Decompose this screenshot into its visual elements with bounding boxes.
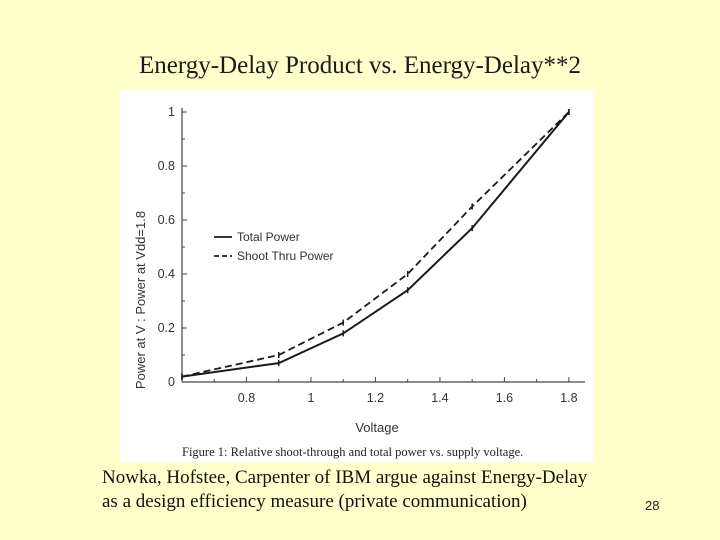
- series-layer: [181, 109, 570, 380]
- y-tick-label: 0: [168, 375, 175, 389]
- series-line-total-power: [181, 111, 570, 378]
- x-tick-label: 1.2: [367, 391, 384, 405]
- x-tick-label: 1.6: [496, 391, 513, 405]
- figure-caption: Figure 1: Relative shoot-through and tot…: [182, 445, 523, 459]
- x-tick-label: 1: [307, 391, 314, 405]
- figure-panel: 0 0.2 0.4 0.6 0.8 1 0.8 1 1.2 1.4 1.6 1.8 Power at…: [120, 90, 594, 462]
- y-axis-label: Power at V : Power at Vdd=1.8: [133, 211, 148, 389]
- series-line-shoot-thru-power: [181, 111, 570, 378]
- y-tick-label: 0.4: [158, 267, 175, 281]
- x-axis-label: Voltage: [355, 420, 398, 435]
- legend: Total Power Shoot Thru Power: [214, 230, 334, 263]
- slide-title: Energy-Delay Product vs. Energy-Delay**2: [138, 52, 582, 79]
- legend-total-power-label: Total Power: [237, 230, 300, 244]
- line-chart: 0 0.2 0.4 0.6 0.8 1 0.8 1 1.2 1.4 1.6 1.8 Power at…: [133, 105, 585, 459]
- body-text: Nowka, Hofstee, Carpenter of IBM argue a…: [102, 466, 642, 514]
- body-line-1: Nowka, Hofstee, Carpenter of IBM argue a…: [102, 467, 588, 488]
- x-tick-label: 0.8: [238, 391, 255, 405]
- x-axis-ticks: 0.8 1 1.2 1.4 1.6 1.8: [213, 377, 578, 405]
- y-tick-label: 0.6: [158, 213, 175, 227]
- slide-number: 28: [645, 498, 660, 513]
- y-tick-label: 0.8: [158, 159, 175, 173]
- body-line-2: as a design efficiency measure (private …: [102, 491, 527, 512]
- y-tick-label: 1: [168, 105, 175, 119]
- y-axis-ticks: 0 0.2 0.4 0.6 0.8 1: [158, 105, 187, 389]
- x-tick-label: 1.4: [431, 391, 448, 405]
- y-tick-label: 0.2: [158, 321, 175, 335]
- legend-shoot-thru-label: Shoot Thru Power: [237, 249, 334, 263]
- x-tick-label: 1.8: [560, 391, 577, 405]
